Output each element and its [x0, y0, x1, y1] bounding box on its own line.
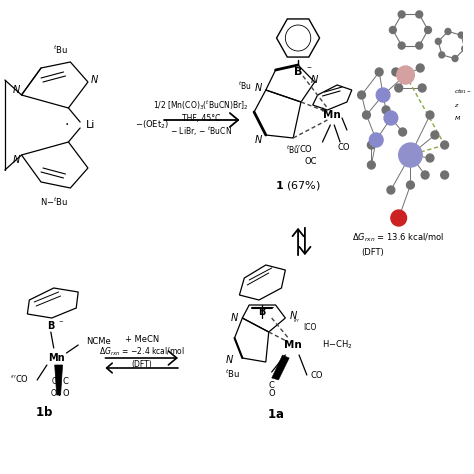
- Text: Mn: Mn: [323, 110, 341, 120]
- Circle shape: [431, 131, 439, 139]
- Text: $z$: $z$: [455, 101, 460, 109]
- Text: N: N: [12, 155, 19, 165]
- Circle shape: [435, 38, 441, 45]
- Text: $-$(OEt$_2$): $-$(OEt$_2$): [135, 119, 169, 131]
- Text: $^{\prime\prime\prime}$CO: $^{\prime\prime\prime}$CO: [10, 373, 29, 383]
- Text: N: N: [311, 75, 318, 85]
- Text: N: N: [255, 83, 262, 93]
- Text: N: N: [225, 355, 233, 365]
- Text: N: N: [91, 75, 98, 85]
- Text: $\Delta G_{rxn}$ = 13.6 kcal/mol: $\Delta G_{rxn}$ = 13.6 kcal/mol: [352, 232, 444, 244]
- Circle shape: [384, 111, 398, 125]
- Circle shape: [416, 64, 424, 72]
- Text: $^-$: $^-$: [305, 64, 312, 73]
- Circle shape: [397, 66, 414, 84]
- Text: $\mathbf{1b}$: $\mathbf{1b}$: [35, 405, 53, 419]
- Text: Mn: Mn: [284, 340, 302, 350]
- Text: $-$ LiBr, $-$ $^t$BuCN: $-$ LiBr, $-$ $^t$BuCN: [170, 124, 232, 138]
- Text: Mn: Mn: [48, 353, 65, 363]
- Text: CO: CO: [311, 371, 323, 380]
- Text: C: C: [269, 381, 274, 390]
- Circle shape: [387, 186, 395, 194]
- Circle shape: [390, 27, 396, 34]
- Text: OC: OC: [304, 157, 317, 166]
- Polygon shape: [272, 355, 289, 380]
- Text: N: N: [289, 311, 297, 321]
- Text: $\Delta G_{rxn}$ = $-$2.4 kcal/mol: $\Delta G_{rxn}$ = $-$2.4 kcal/mol: [99, 346, 184, 358]
- Text: O: O: [63, 389, 69, 398]
- Text: THF, 45°C: THF, 45°C: [182, 113, 220, 122]
- Text: N: N: [255, 135, 262, 145]
- Text: CO: CO: [337, 144, 350, 153]
- Circle shape: [398, 11, 405, 18]
- Text: $^-$: $^-$: [268, 303, 275, 312]
- Text: Li: Li: [86, 120, 95, 130]
- Circle shape: [391, 210, 407, 226]
- Text: N: N: [12, 85, 19, 95]
- Circle shape: [441, 171, 448, 179]
- Text: N: N: [231, 313, 238, 323]
- Circle shape: [367, 141, 375, 149]
- Text: B: B: [258, 307, 265, 317]
- Text: $\mathbf{1}$ (67%): $\mathbf{1}$ (67%): [275, 179, 321, 191]
- Text: $^t$Bu: $^t$Bu: [53, 44, 68, 56]
- Circle shape: [421, 171, 429, 179]
- Circle shape: [439, 52, 445, 58]
- Text: N$-$$^t$Bu: N$-$$^t$Bu: [40, 196, 68, 208]
- Text: H$-$CH$_2$: H$-$CH$_2$: [322, 339, 353, 351]
- Text: $\mathbf{1a}$: $\mathbf{1a}$: [267, 409, 284, 421]
- Text: $^t$Bu: $^t$Bu: [238, 80, 252, 92]
- Polygon shape: [55, 365, 63, 395]
- Circle shape: [369, 133, 383, 147]
- Circle shape: [416, 42, 423, 49]
- Circle shape: [445, 28, 451, 35]
- Text: O: O: [51, 389, 57, 398]
- Text: $^-$: $^-$: [57, 318, 64, 327]
- Text: C: C: [52, 377, 57, 386]
- Circle shape: [363, 111, 370, 119]
- Circle shape: [416, 11, 423, 18]
- Circle shape: [376, 88, 390, 102]
- Circle shape: [399, 143, 422, 167]
- Text: (DFT): (DFT): [131, 361, 152, 370]
- Text: ICO: ICO: [303, 323, 316, 332]
- Text: B: B: [294, 67, 302, 77]
- Circle shape: [425, 27, 431, 34]
- Circle shape: [418, 84, 426, 92]
- Circle shape: [426, 111, 434, 119]
- Circle shape: [426, 154, 434, 162]
- Circle shape: [382, 106, 390, 114]
- Circle shape: [399, 128, 407, 136]
- Text: + MeCN: + MeCN: [125, 336, 159, 345]
- Circle shape: [407, 181, 414, 189]
- Text: $ct_{B1-}$: $ct_{B1-}$: [455, 88, 472, 96]
- Circle shape: [458, 32, 464, 38]
- Circle shape: [395, 84, 402, 92]
- Circle shape: [375, 68, 383, 76]
- Text: NCMe: NCMe: [86, 337, 111, 346]
- Circle shape: [452, 55, 458, 62]
- Text: B: B: [47, 321, 55, 331]
- Text: $^t$Bu: $^t$Bu: [286, 144, 300, 156]
- Text: +: +: [319, 107, 326, 113]
- Text: O: O: [268, 390, 275, 399]
- Text: (DFT): (DFT): [362, 247, 384, 256]
- Text: $M$: $M$: [455, 114, 462, 122]
- Circle shape: [398, 42, 405, 49]
- Text: $^t$Bu: $^t$Bu: [225, 368, 240, 380]
- Circle shape: [367, 161, 375, 169]
- Circle shape: [392, 68, 400, 76]
- Text: 1/2 [Mn(CO)$_3$($^t$BuCN)Br]$_2$: 1/2 [Mn(CO)$_3$($^t$BuCN)Br]$_2$: [154, 98, 249, 112]
- Circle shape: [358, 91, 365, 99]
- Text: $^{\prime\prime\prime}$: $^{\prime\prime\prime}$: [293, 318, 300, 327]
- Text: $^{\prime\prime\prime}$CO: $^{\prime\prime\prime}$CO: [293, 143, 313, 154]
- Circle shape: [441, 141, 448, 149]
- Text: C: C: [63, 377, 68, 386]
- Text: ·: ·: [64, 118, 69, 132]
- Circle shape: [462, 46, 468, 52]
